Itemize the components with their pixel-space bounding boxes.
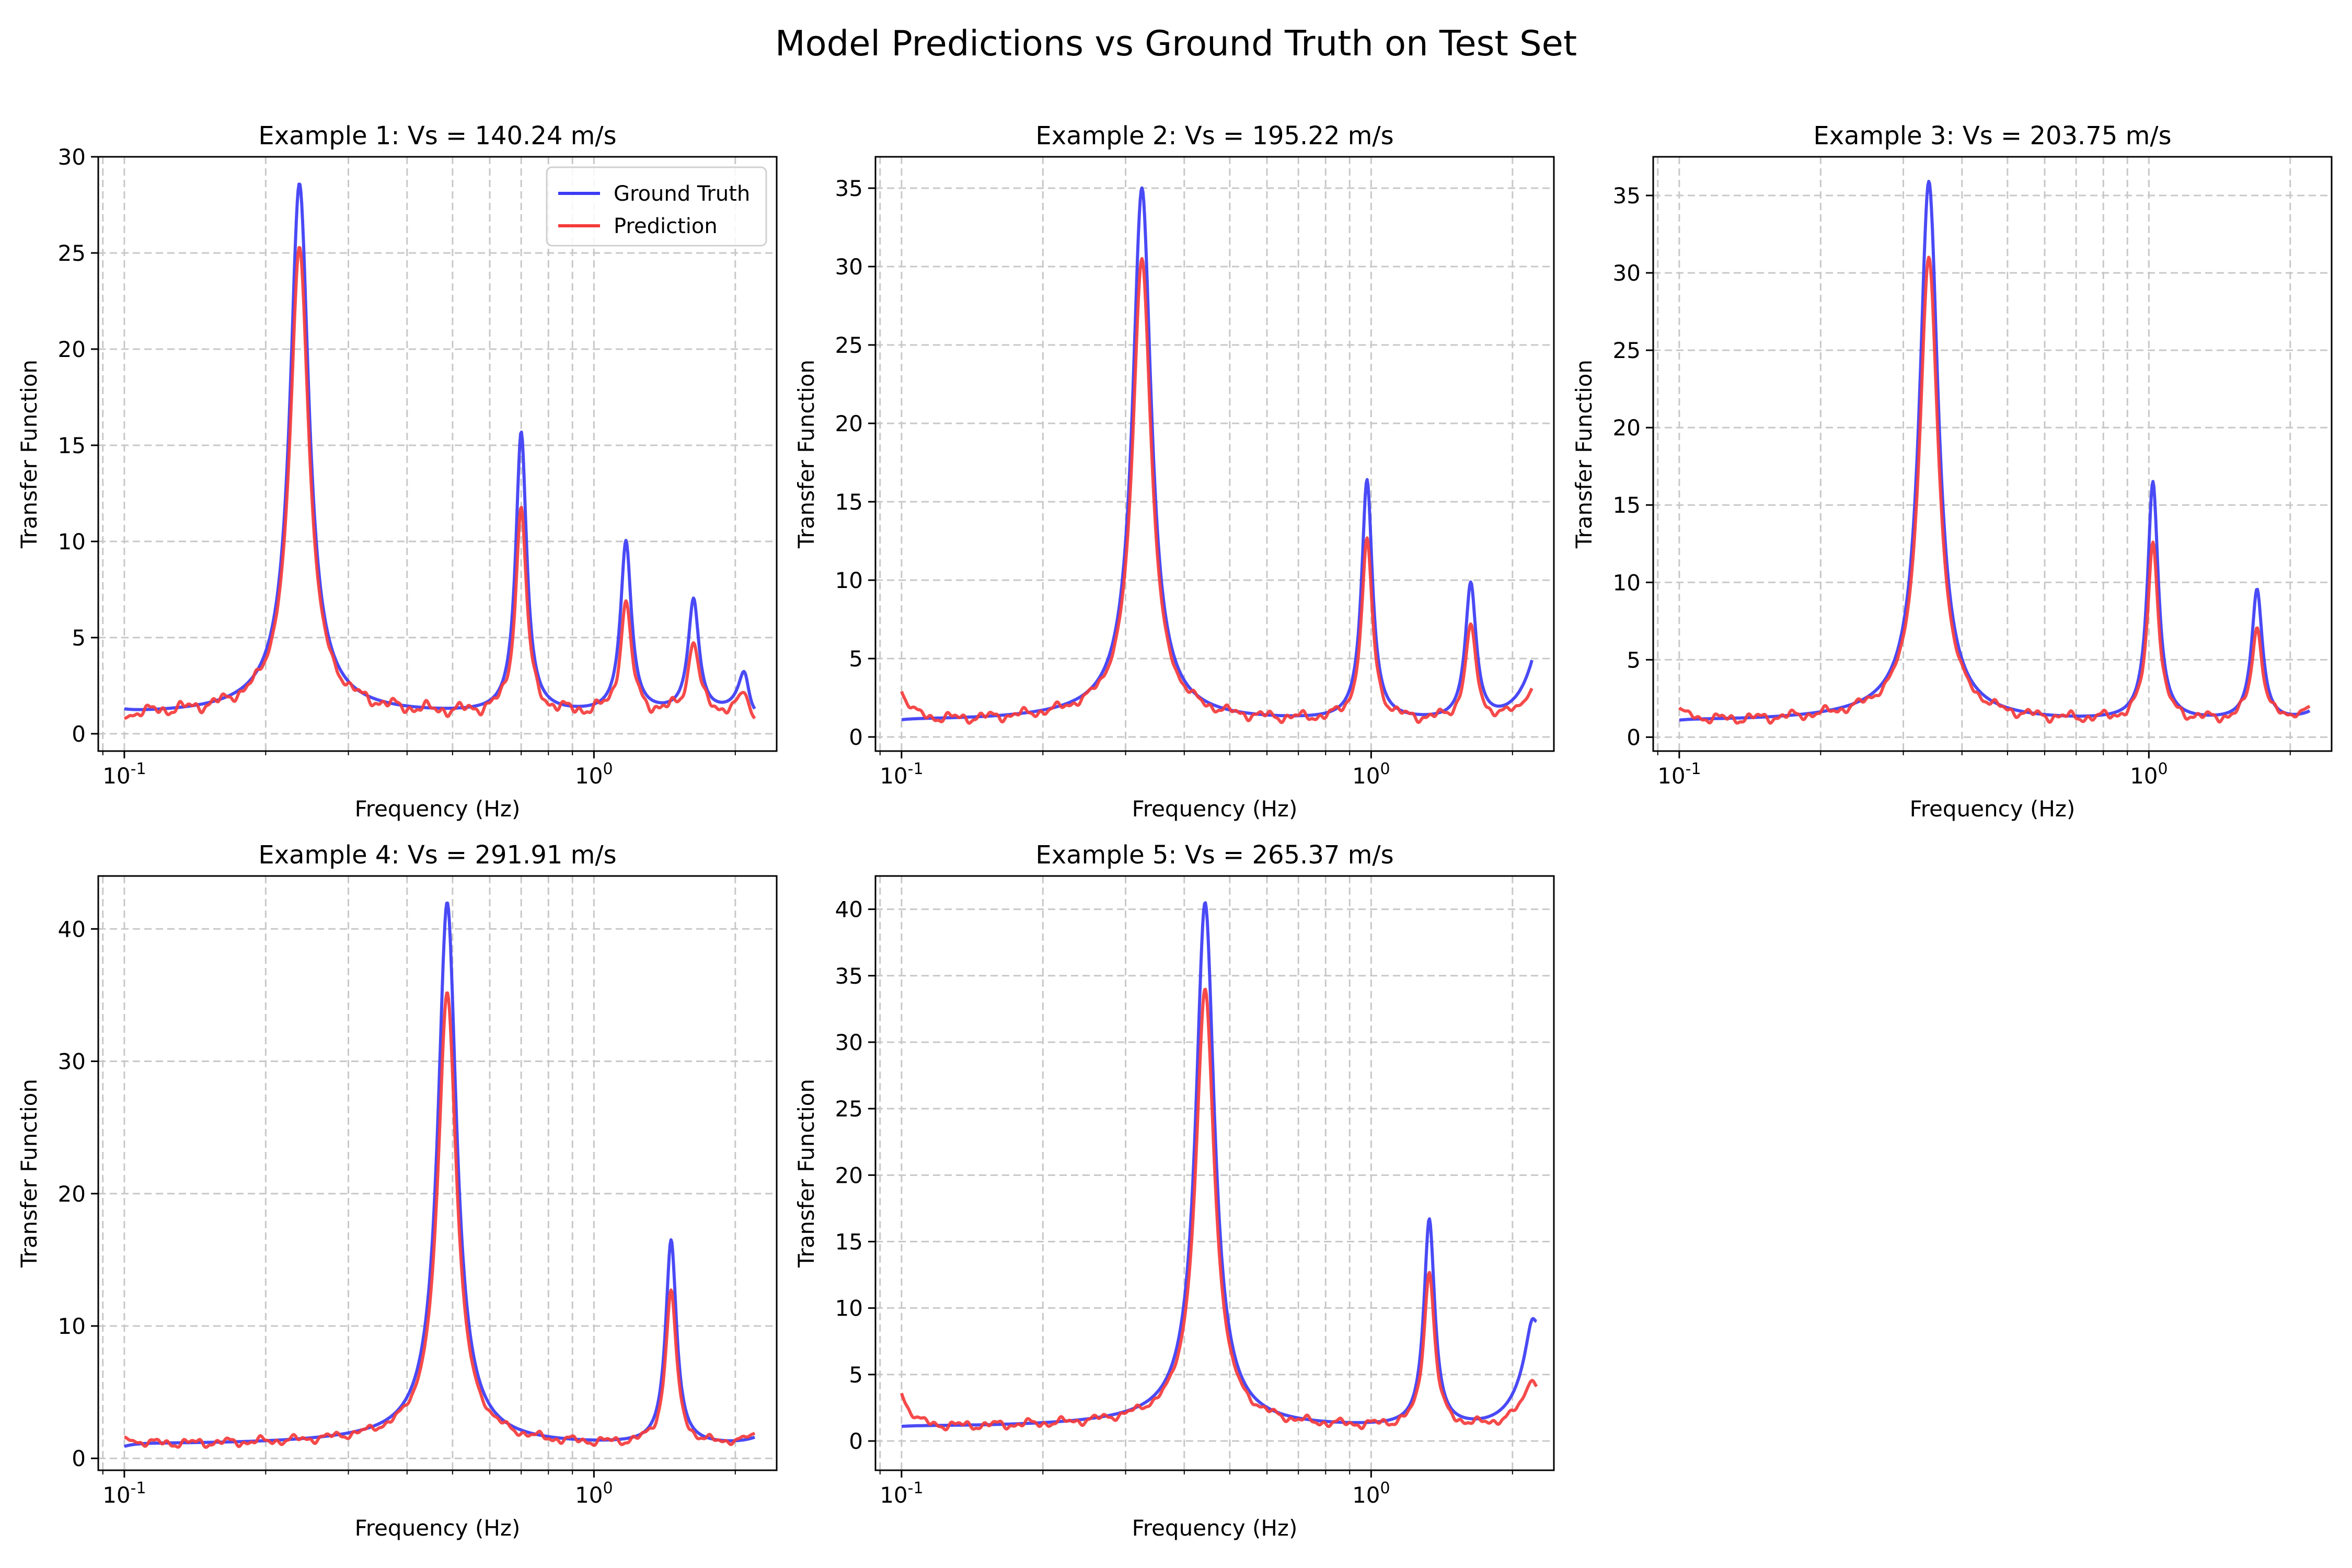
subplot-1: 0 5 10 15 20 25 30 10-1 100 Example 1: Vs = 140.2… xyxy=(16,121,778,822)
y-axis-label: Transfer Function xyxy=(1571,360,1597,549)
x-axis-label: Frequency (Hz) xyxy=(1132,796,1298,822)
y-tick-label: 10 xyxy=(835,568,863,593)
grid-lines xyxy=(875,157,1554,751)
legend-box xyxy=(546,166,767,247)
y-tick-label: 0 xyxy=(72,721,86,747)
y-tick-label: 5 xyxy=(849,1362,863,1388)
y-axis-label: Transfer Function xyxy=(16,360,42,549)
series-line-prediction xyxy=(1678,256,2311,725)
y-tick-label: 0 xyxy=(849,724,863,750)
x-tick-label: 100 xyxy=(575,760,613,789)
y-axis-label: Transfer Function xyxy=(16,1079,42,1268)
y-tick-label: 15 xyxy=(835,489,863,515)
grid-lines xyxy=(98,156,777,751)
series-line-ground-truth xyxy=(123,901,756,1448)
axes-frame xyxy=(97,156,778,752)
y-tick-label: 5 xyxy=(72,625,86,651)
x-axis-label: Frequency (Hz) xyxy=(355,796,521,822)
y-tick-label: 10 xyxy=(835,1296,863,1321)
y-tick-label: 25 xyxy=(1613,338,1641,363)
subplot-title: Example 4: Vs = 291.91 m/s xyxy=(258,840,616,870)
series-line-prediction xyxy=(900,257,1534,725)
y-tick-label: 25 xyxy=(835,332,863,358)
subplot-title: Example 3: Vs = 203.75 m/s xyxy=(1813,121,2171,151)
x-tick-label: 100 xyxy=(2130,760,2168,789)
grid-lines xyxy=(875,876,1554,1470)
x-tick-label: 100 xyxy=(575,1479,613,1508)
x-tick-label: 10-1 xyxy=(1657,760,1701,789)
y-tick-label: 10 xyxy=(58,529,86,555)
subplot-2: 0 5 10 15 20 25 30 35 10-1 100 Example 2: Vs = 195… xyxy=(793,121,1555,822)
y-tick-label: 30 xyxy=(58,144,86,170)
y-tick-label: 25 xyxy=(58,240,86,266)
x-axis-label: Frequency (Hz) xyxy=(1910,796,2076,822)
y-tick-label: 25 xyxy=(835,1096,863,1122)
axes-frame xyxy=(1652,156,2333,752)
x-tick-label: 10-1 xyxy=(880,1479,923,1508)
y-tick-label: 15 xyxy=(835,1229,863,1254)
y-tick-label: 30 xyxy=(835,1030,863,1055)
y-tick-label: 30 xyxy=(835,254,863,280)
axes-frame xyxy=(874,156,1555,752)
series-line-prediction xyxy=(123,991,756,1449)
series-line-prediction xyxy=(123,246,756,720)
y-tick-label: 10 xyxy=(1613,570,1641,595)
y-tick-label: 35 xyxy=(835,963,863,989)
y-tick-label: 30 xyxy=(58,1049,86,1075)
x-tick-label: 10-1 xyxy=(102,1479,146,1508)
y-axis-label: Transfer Function xyxy=(793,1079,819,1268)
grid-lines xyxy=(98,876,777,1470)
y-tick-label: 20 xyxy=(58,337,86,362)
legend-label-ground-truth: Ground Truth xyxy=(614,182,750,206)
x-axis-label: Frequency (Hz) xyxy=(355,1515,521,1541)
y-tick-label: 20 xyxy=(58,1181,86,1207)
series-line-prediction xyxy=(900,987,1538,1432)
axes-frame xyxy=(874,875,1555,1471)
grid-lines xyxy=(1653,157,2332,751)
y-tick-label: 0 xyxy=(72,1446,86,1471)
y-tick-label: 5 xyxy=(849,646,863,672)
y-tick-label: 30 xyxy=(1613,260,1641,286)
x-tick-label: 100 xyxy=(1352,760,1390,789)
y-tick-label: 0 xyxy=(849,1428,863,1454)
y-tick-label: 15 xyxy=(1613,492,1641,518)
subplot-title: Example 2: Vs = 195.22 m/s xyxy=(1035,121,1393,151)
y-tick-label: 5 xyxy=(1627,647,1641,673)
x-axis-label: Frequency (Hz) xyxy=(1132,1515,1298,1541)
subplot-5: 0 5 10 15 20 25 30 35 40 10-1 100 Example 5: Vs = 2… xyxy=(793,840,1555,1541)
y-tick-label: 20 xyxy=(835,1162,863,1188)
subplot-4: 0 10 20 30 40 10-1 100 Example 4: Vs = 291.91 m… xyxy=(16,840,778,1541)
x-tick-label: 100 xyxy=(1352,1479,1390,1508)
subplot-title: Example 1: Vs = 140.24 m/s xyxy=(258,121,616,151)
series-line-ground-truth xyxy=(1678,180,2311,722)
series-line-ground-truth xyxy=(901,186,1534,721)
y-axis-label: Transfer Function xyxy=(793,360,819,549)
x-tick-label: 10-1 xyxy=(102,760,146,789)
y-tick-label: 35 xyxy=(1613,183,1641,209)
legend-label-prediction: Prediction xyxy=(614,214,718,238)
y-tick-label: 35 xyxy=(835,176,863,201)
y-tick-label: 40 xyxy=(835,897,863,923)
series-line-ground-truth xyxy=(123,182,756,711)
legend: Ground Truth Prediction xyxy=(546,166,767,247)
subplot-title: Example 5: Vs = 265.37 m/s xyxy=(1035,840,1393,870)
y-tick-label: 10 xyxy=(58,1313,86,1339)
y-tick-label: 15 xyxy=(58,433,86,458)
axes-frame xyxy=(97,875,778,1471)
series-line-ground-truth xyxy=(901,901,1537,1428)
y-tick-label: 20 xyxy=(1613,415,1641,441)
figure-title: Model Predictions vs Ground Truth on Tes… xyxy=(775,23,1577,64)
y-tick-label: 0 xyxy=(1627,724,1641,750)
x-tick-label: 10-1 xyxy=(880,760,923,789)
subplot-3: 0 5 10 15 20 25 30 35 10-1 100 Example 3: Vs = 203… xyxy=(1571,121,2333,822)
y-tick-label: 20 xyxy=(835,411,863,436)
y-tick-label: 40 xyxy=(58,916,86,942)
